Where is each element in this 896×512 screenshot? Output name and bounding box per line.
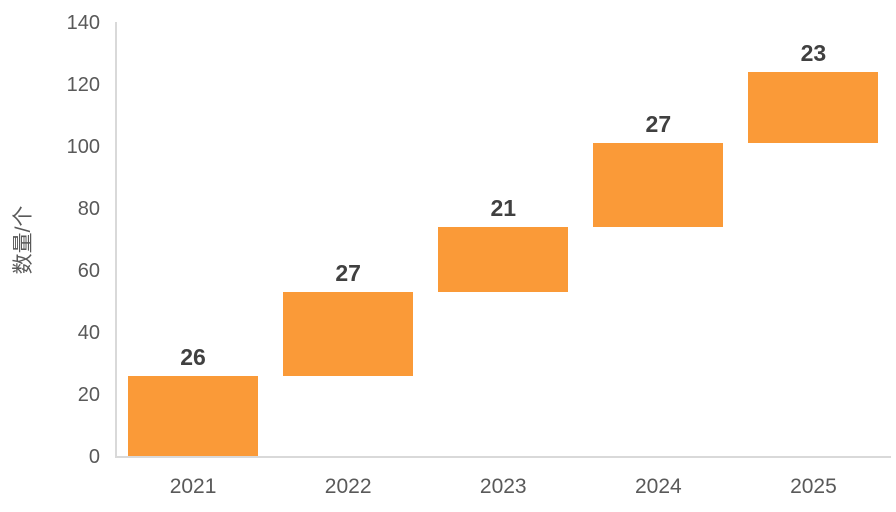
data-label-2025: 23 [800,40,827,67]
x-tick-label-2023: 2023 [479,475,527,498]
y-axis-title: 数量/个 [12,205,35,275]
data-label-2024: 27 [645,111,672,138]
x-tick-label-2025: 2025 [790,475,837,498]
y-tick-label-140: 140 [66,11,100,34]
data-label-2021: 26 [180,343,206,370]
y-tick-label-40: 40 [77,321,100,344]
bar-2024 [593,143,724,228]
y-tick-label-80: 80 [77,197,100,220]
bar-2023 [438,227,569,293]
y-tick-label-20: 20 [77,383,100,406]
y-tick-label-60: 60 [77,259,100,282]
x-tick-label-2021: 2021 [169,475,217,498]
data-label-2022: 27 [335,260,361,287]
y-axis-line [115,22,117,457]
x-tick-label-2024: 2024 [634,475,682,498]
x-tick-label-2022: 2022 [324,475,372,498]
y-tick-label-120: 120 [66,73,100,96]
bar-2022 [283,292,414,376]
y-tick-label-0: 0 [88,445,100,468]
bar-2025 [748,72,879,144]
data-label-2023: 21 [490,195,517,222]
x-axis-line [115,456,891,458]
y-tick-label-100: 100 [66,135,100,158]
bar-2021 [128,375,259,457]
